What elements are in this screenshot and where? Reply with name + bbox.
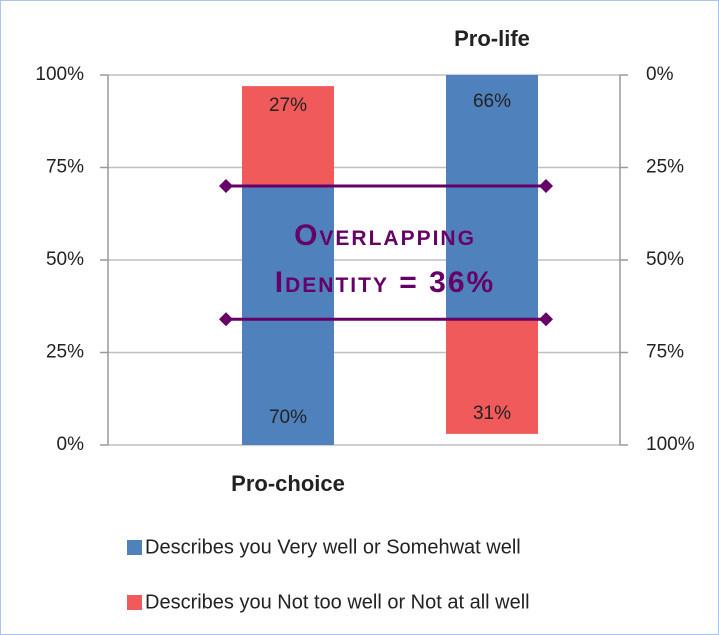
overlap-marker [539,312,553,327]
y-tick-label: 100% [35,64,84,85]
annotation-text: Identity = 36% [275,266,495,299]
category-label: Pro-life [454,26,530,51]
data-label: 27% [269,95,307,116]
bar-segment [242,86,334,186]
legend-swatch [127,540,142,555]
y-tick-label: 0% [57,434,85,455]
y2-tick-label: 0% [646,64,674,85]
y2-tick-label: 50% [646,249,684,270]
category-label: Pro-choice [231,471,345,496]
annotation-text: Overlapping [294,219,476,252]
y2-tick-label: 75% [646,342,684,363]
legend-swatch [127,595,142,610]
y-tick-label: 75% [46,157,84,178]
bar-segment [446,319,538,434]
bar-segment [446,75,538,320]
data-label: 70% [269,407,307,428]
overlap-marker [219,312,233,327]
legend-label: Describes you Not too well or Not at all… [145,591,530,613]
overlap-marker [219,179,233,193]
y-tick-label: 50% [46,249,84,270]
legend-label: Describes you Very well or Somehwat well [145,536,521,558]
y2-tick-label: 25% [646,157,684,178]
data-label: 31% [473,403,511,424]
data-label: 66% [473,91,511,112]
overlap-marker [539,179,553,193]
y-tick-label: 25% [46,342,84,363]
bar-segment [242,186,334,445]
y2-tick-label: 100% [646,434,695,455]
